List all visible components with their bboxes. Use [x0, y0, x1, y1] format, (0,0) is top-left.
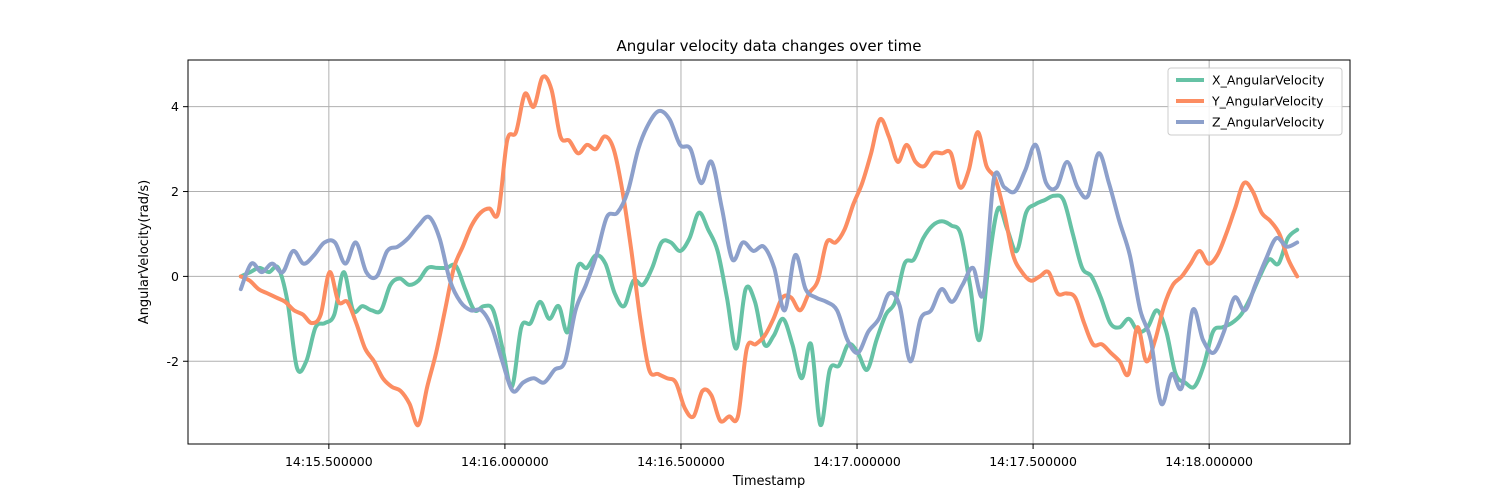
series-line-x-angularvelocity	[238, 193, 1300, 427]
series-lines	[238, 74, 1300, 428]
y-axis-label: AngularVelocity(rad/s)	[137, 180, 152, 324]
legend-label-x-angularvelocity: X_AngularVelocity	[1212, 73, 1325, 88]
legend: X_AngularVelocity Y_AngularVelocity Z_Angu…	[1167, 67, 1343, 136]
legend-label-y-angularvelocity: Y_AngularVelocity	[1211, 94, 1324, 109]
y-tick-label: -2	[167, 354, 179, 369]
series-line-y-angularvelocity	[238, 74, 1300, 428]
y-tick-label: 2	[171, 184, 179, 199]
x-tick-label: 14:18.000000	[1165, 454, 1253, 469]
plot-frame	[187, 59, 1351, 445]
x-tick-label: 14:17.500000	[989, 454, 1077, 469]
x-tick-label: 14:17.000000	[813, 454, 901, 469]
x-tick-label: 14:16.500000	[637, 454, 725, 469]
y-tick-label: 0	[171, 269, 179, 284]
x-tick-label: 14:15.500000	[285, 454, 373, 469]
series-line-z-angularvelocity	[238, 108, 1300, 407]
ticks: 14:15.500000 14:16.000000 14:16.500000 14:1…	[167, 99, 1254, 469]
legend-box	[1167, 67, 1343, 136]
legend-label-z-angularvelocity: Z_AngularVelocity	[1212, 115, 1325, 130]
x-tick-label: 14:16.000000	[461, 454, 549, 469]
chart-title: Angular velocity data changes over time	[617, 37, 922, 55]
y-tick-label: 4	[171, 99, 179, 114]
x-axis-label: Timestamp	[732, 474, 806, 489]
